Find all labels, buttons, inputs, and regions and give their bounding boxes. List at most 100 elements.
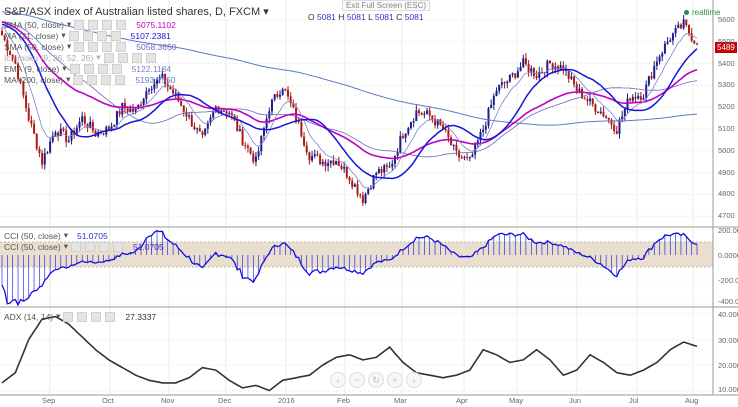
visibility-icon[interactable] xyxy=(70,241,81,252)
candle xyxy=(279,94,281,97)
chart-title-text: S&P/ASX index of Australian listed share… xyxy=(4,6,261,18)
candle xyxy=(142,98,145,106)
candle xyxy=(618,119,621,134)
candle xyxy=(6,40,9,51)
candle xyxy=(380,169,383,173)
settings-icon[interactable] xyxy=(88,19,99,30)
visibility-icon[interactable] xyxy=(68,30,79,41)
candle xyxy=(329,160,332,164)
candle xyxy=(59,128,62,137)
close-icon[interactable] xyxy=(111,63,122,74)
time-axis-label: Jun xyxy=(569,396,582,405)
candle xyxy=(498,84,501,91)
candle xyxy=(22,81,25,96)
candle xyxy=(273,94,276,100)
candle xyxy=(343,166,346,169)
candle xyxy=(113,124,116,127)
candle xyxy=(297,121,300,123)
add-icon[interactable] xyxy=(97,63,108,74)
settings-icon[interactable] xyxy=(83,63,94,74)
add-icon[interactable] xyxy=(98,241,109,252)
visibility-icon[interactable] xyxy=(69,63,80,74)
candle xyxy=(575,84,578,91)
add-icon[interactable] xyxy=(102,19,113,30)
add-icon[interactable] xyxy=(131,52,142,63)
time-axis-label: 2016 xyxy=(278,396,295,405)
candle xyxy=(511,73,514,75)
indicator-legend[interactable]: EMA (50, close) ▾ 5075.1102 xyxy=(4,19,176,30)
candle xyxy=(311,156,314,161)
zoom-in-button[interactable]: + xyxy=(387,372,403,388)
add-icon[interactable] xyxy=(96,30,107,41)
add-icon[interactable] xyxy=(102,41,113,52)
candle xyxy=(615,131,618,134)
candle xyxy=(562,65,565,71)
close-icon[interactable] xyxy=(112,241,123,252)
candle xyxy=(506,81,509,84)
indicator-legend[interactable]: Ichimoku (9, 26, 52, 26) ▾ xyxy=(4,52,166,63)
candle xyxy=(637,96,640,99)
candle xyxy=(353,184,356,187)
price-axis-label: 5600 xyxy=(718,15,735,24)
candle xyxy=(586,99,589,102)
visibility-icon[interactable] xyxy=(74,19,85,30)
candle xyxy=(158,78,161,80)
time-axis-label: Dec xyxy=(218,396,232,405)
close-icon[interactable] xyxy=(110,30,121,41)
candle xyxy=(479,131,482,141)
visibility-icon[interactable] xyxy=(63,311,74,322)
settings-icon[interactable] xyxy=(77,311,88,322)
time-axis-label: Feb xyxy=(337,396,350,405)
cci-legend-2[interactable]: CCI (50, close) ▾ 51.0705 xyxy=(4,241,164,252)
ma21-line xyxy=(1,23,698,180)
candle xyxy=(289,96,292,104)
indicator-legend[interactable]: EMA (9, close) ▾ 5122.1184 xyxy=(4,63,172,74)
settings-icon[interactable] xyxy=(88,41,99,52)
close-icon[interactable] xyxy=(145,52,156,63)
candle xyxy=(321,161,324,165)
candle xyxy=(661,53,664,57)
candle xyxy=(458,150,461,158)
reset-button[interactable]: ↻ xyxy=(368,372,384,388)
ohlc-low: 5081 xyxy=(374,12,394,22)
time-axis-label: Aug xyxy=(685,396,699,405)
add-icon[interactable] xyxy=(91,311,102,322)
visibility-icon[interactable] xyxy=(73,74,84,85)
adx-legend[interactable]: ADX (14, 14) ▾ 27.3337 xyxy=(4,311,157,322)
visibility-icon[interactable] xyxy=(103,52,114,63)
candle xyxy=(83,116,86,124)
candle xyxy=(535,75,538,78)
indicator-legend[interactable]: MA (21, close) ▾ 5107.2381 xyxy=(4,30,171,41)
candle xyxy=(412,121,415,123)
candle xyxy=(466,156,469,158)
settings-icon[interactable] xyxy=(117,52,128,63)
scroll-right-button[interactable]: › xyxy=(406,372,422,388)
visibility-icon[interactable] xyxy=(74,41,85,52)
indicator-legend[interactable]: MA (200, close) ▾ 5193.7550 xyxy=(4,74,176,85)
close-icon[interactable] xyxy=(116,41,127,52)
adx-label: ADX (14, 14) xyxy=(4,311,54,322)
candle xyxy=(129,108,132,112)
close-icon[interactable] xyxy=(116,19,127,30)
candle xyxy=(492,95,495,105)
candle xyxy=(484,125,487,130)
indicator-legend[interactable]: SMA (50, close) ▾ 5058.3650 xyxy=(4,41,177,52)
settings-icon[interactable] xyxy=(82,30,93,41)
candle xyxy=(276,94,279,97)
close-icon[interactable] xyxy=(105,311,116,322)
candle xyxy=(327,163,330,167)
candle xyxy=(41,152,44,165)
close-icon[interactable] xyxy=(115,74,126,85)
settings-icon[interactable] xyxy=(87,74,98,85)
cci-legend[interactable]: CCI (50, close) ▾ 51.0705 xyxy=(4,230,108,241)
candle xyxy=(182,105,185,112)
ohlc-open: 5081 xyxy=(316,12,336,22)
candle xyxy=(401,136,404,138)
settings-icon[interactable] xyxy=(84,241,95,252)
scroll-left-button[interactable]: ‹ xyxy=(330,372,346,388)
candle xyxy=(145,91,148,99)
add-icon[interactable] xyxy=(101,74,112,85)
zoom-out-button[interactable]: − xyxy=(349,372,365,388)
